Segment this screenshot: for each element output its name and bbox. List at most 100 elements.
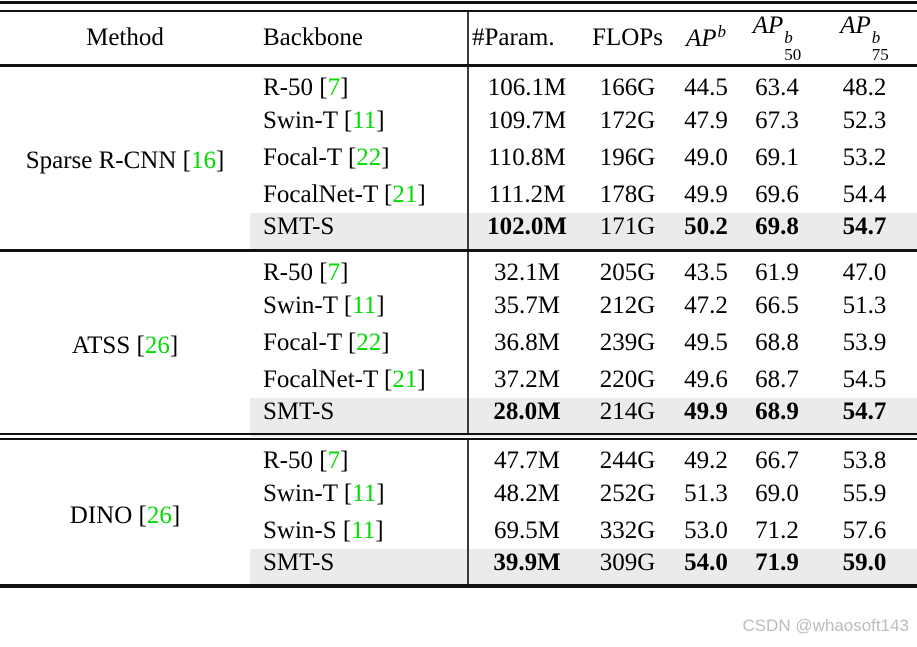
backbone-name: SMT-S	[263, 213, 335, 241]
table-header: Method Backbone #Param. FLOPs APb AP b 50 …	[0, 12, 917, 66]
ref-bracket-close: ]	[381, 328, 390, 356]
col-header-method: Method	[86, 23, 164, 51]
ref-bracket-open: [	[347, 143, 357, 171]
backbone-name: Swin-S	[263, 516, 337, 544]
param-cell: 102.0M	[467, 213, 585, 251]
ref-bracket-open: [	[182, 147, 191, 175]
backbone-name: FocalNet-T	[263, 180, 378, 208]
flops-cell: 205G	[599, 258, 656, 286]
apb75-cell: 54.7	[812, 398, 917, 437]
apb75-cell: 51.3	[842, 291, 887, 319]
ref-bracket-close: ]	[381, 143, 390, 171]
csdn-watermark: CSDN @whaosoft143	[742, 616, 909, 635]
group-dino: DINO [26] R-50 [7] 47.7M 244G 49.2 66.7 …	[0, 436, 917, 587]
table-row-highlighted: SMT-S 39.9M 309G 54.0 71.9 59.0	[0, 549, 917, 587]
backbone-cell: Swin-T [11]	[250, 287, 468, 324]
col-header-apb75: AP b 75	[812, 12, 917, 65]
apb50-cell: 67.3	[755, 106, 799, 134]
citation-ref: 11	[351, 516, 376, 544]
ref-bracket-open: [	[319, 447, 328, 475]
table-row-highlighted: SMT-S 102.0M 171G 50.2 69.8 54.7	[0, 213, 917, 251]
apb50-cell: 61.9	[755, 258, 799, 286]
backbone-name: Swin-T	[263, 291, 338, 319]
apb50-subscript: 50	[784, 45, 802, 65]
backbone-cell: R-50 [7]	[250, 250, 468, 287]
backbone-cell: SMT-S	[250, 213, 468, 251]
ref-bracket-close: ]	[340, 258, 349, 286]
flops-cell: 252G	[599, 479, 656, 507]
apb50-cell: 71.2	[755, 516, 799, 544]
method-cell: DINO [26]	[0, 437, 250, 587]
param-cell: 110.8M	[467, 139, 585, 177]
citation-ref: 21	[392, 180, 418, 208]
method-name: ATSS	[71, 331, 131, 359]
apb-label: AP	[685, 25, 717, 53]
apb75-supsub: b 75	[872, 29, 889, 64]
apb50-cell: 68.8	[755, 328, 799, 356]
ref-bracket-open: [	[343, 106, 353, 134]
apb-cell: 49.5	[684, 328, 728, 356]
citation-ref: 26	[144, 331, 170, 359]
apb-cell: 49.9	[684, 180, 728, 208]
param-cell: 48.2M	[467, 475, 585, 513]
ref-bracket-close: ]	[417, 365, 426, 393]
citation-ref: 11	[352, 479, 377, 507]
apb75-cell: 53.2	[842, 143, 887, 171]
apb75-cell: 57.6	[842, 516, 887, 544]
apb-cell: 50.2	[670, 213, 742, 251]
apb75-cell: 53.9	[842, 328, 887, 356]
ref-bracket-close: ]	[171, 501, 181, 529]
apb75-cell: 55.9	[842, 479, 887, 507]
table-row: Focal-T [22] 36.8M 239G 49.5 68.8 53.9	[0, 324, 917, 362]
backbone-name: Swin-T	[263, 479, 338, 507]
citation-ref: 11	[352, 106, 377, 134]
apb50-cell: 69.0	[755, 479, 799, 507]
backbone-name: SMT-S	[263, 549, 335, 577]
table-row: Sparse R-CNN [16] R-50 [7] 106.1M 166G 4…	[0, 65, 917, 174]
table-top-double-rule	[0, 1, 917, 12]
col-header-param: #Param.	[467, 12, 585, 66]
apb50-supsub: b 50	[784, 29, 801, 64]
backbone-cell: R-50 [7]	[250, 437, 468, 476]
backbone-cell: Focal-T [22]	[250, 139, 468, 176]
flops-cell: 244G	[599, 447, 656, 475]
param-cell: 39.9M	[467, 549, 585, 587]
flops-cell: 171G	[585, 213, 670, 251]
apb50-label: AP	[752, 12, 784, 39]
ref-bracket-close: ]	[215, 147, 225, 175]
apb50-cell: 66.5	[755, 291, 799, 319]
backbone-name: SMT-S	[263, 398, 335, 426]
backbone-cell: R-50 [7]	[250, 65, 468, 102]
table-row: Swin-S [11] 69.5M 332G 53.0 71.2 57.6	[0, 512, 917, 550]
ref-bracket-open: [	[347, 328, 357, 356]
apb75-cell: 54.4	[842, 180, 887, 208]
flops-cell: 172G	[599, 106, 656, 134]
apb75-cell: 59.0	[812, 549, 917, 587]
flops-cell: 166G	[599, 73, 656, 101]
apb50-cell: 66.7	[755, 447, 799, 475]
apb50-superscript: b	[784, 28, 793, 47]
apb-cell: 49.2	[684, 447, 728, 475]
apb-superscript: b	[717, 22, 727, 42]
citation-ref: 7	[327, 447, 341, 475]
citation-ref: 22	[356, 143, 382, 171]
backbone-cell: Swin-S [11]	[250, 512, 468, 549]
ref-bracket-close: ]	[376, 479, 385, 507]
apb75-subscript: 75	[871, 45, 889, 65]
flops-cell: 239G	[599, 328, 656, 356]
col-header-flops: FLOPs	[592, 23, 663, 51]
apb50-cell: 69.1	[755, 143, 799, 171]
group-atss: ATSS [26] R-50 [7] 32.1M 205G 43.5 61.9 …	[0, 250, 917, 437]
apb75-superscript: b	[871, 28, 881, 47]
table-header-row: Method Backbone #Param. FLOPs APb AP b 50 …	[0, 12, 917, 66]
table-row: Swin-T [11] 109.7M 172G 47.9 67.3 52.3	[0, 102, 917, 140]
method-cell: ATSS [26]	[0, 250, 250, 437]
backbone-cell: Swin-T [11]	[250, 102, 468, 139]
apb-cell: 44.5	[684, 73, 728, 101]
param-cell: 47.7M	[467, 436, 585, 476]
apb-cell: 49.6	[684, 365, 728, 393]
ref-bracket-close: ]	[340, 73, 349, 101]
col-header-apb: APb	[670, 12, 742, 65]
citation-ref: 22	[356, 328, 382, 356]
backbone-name: R-50	[263, 258, 313, 286]
